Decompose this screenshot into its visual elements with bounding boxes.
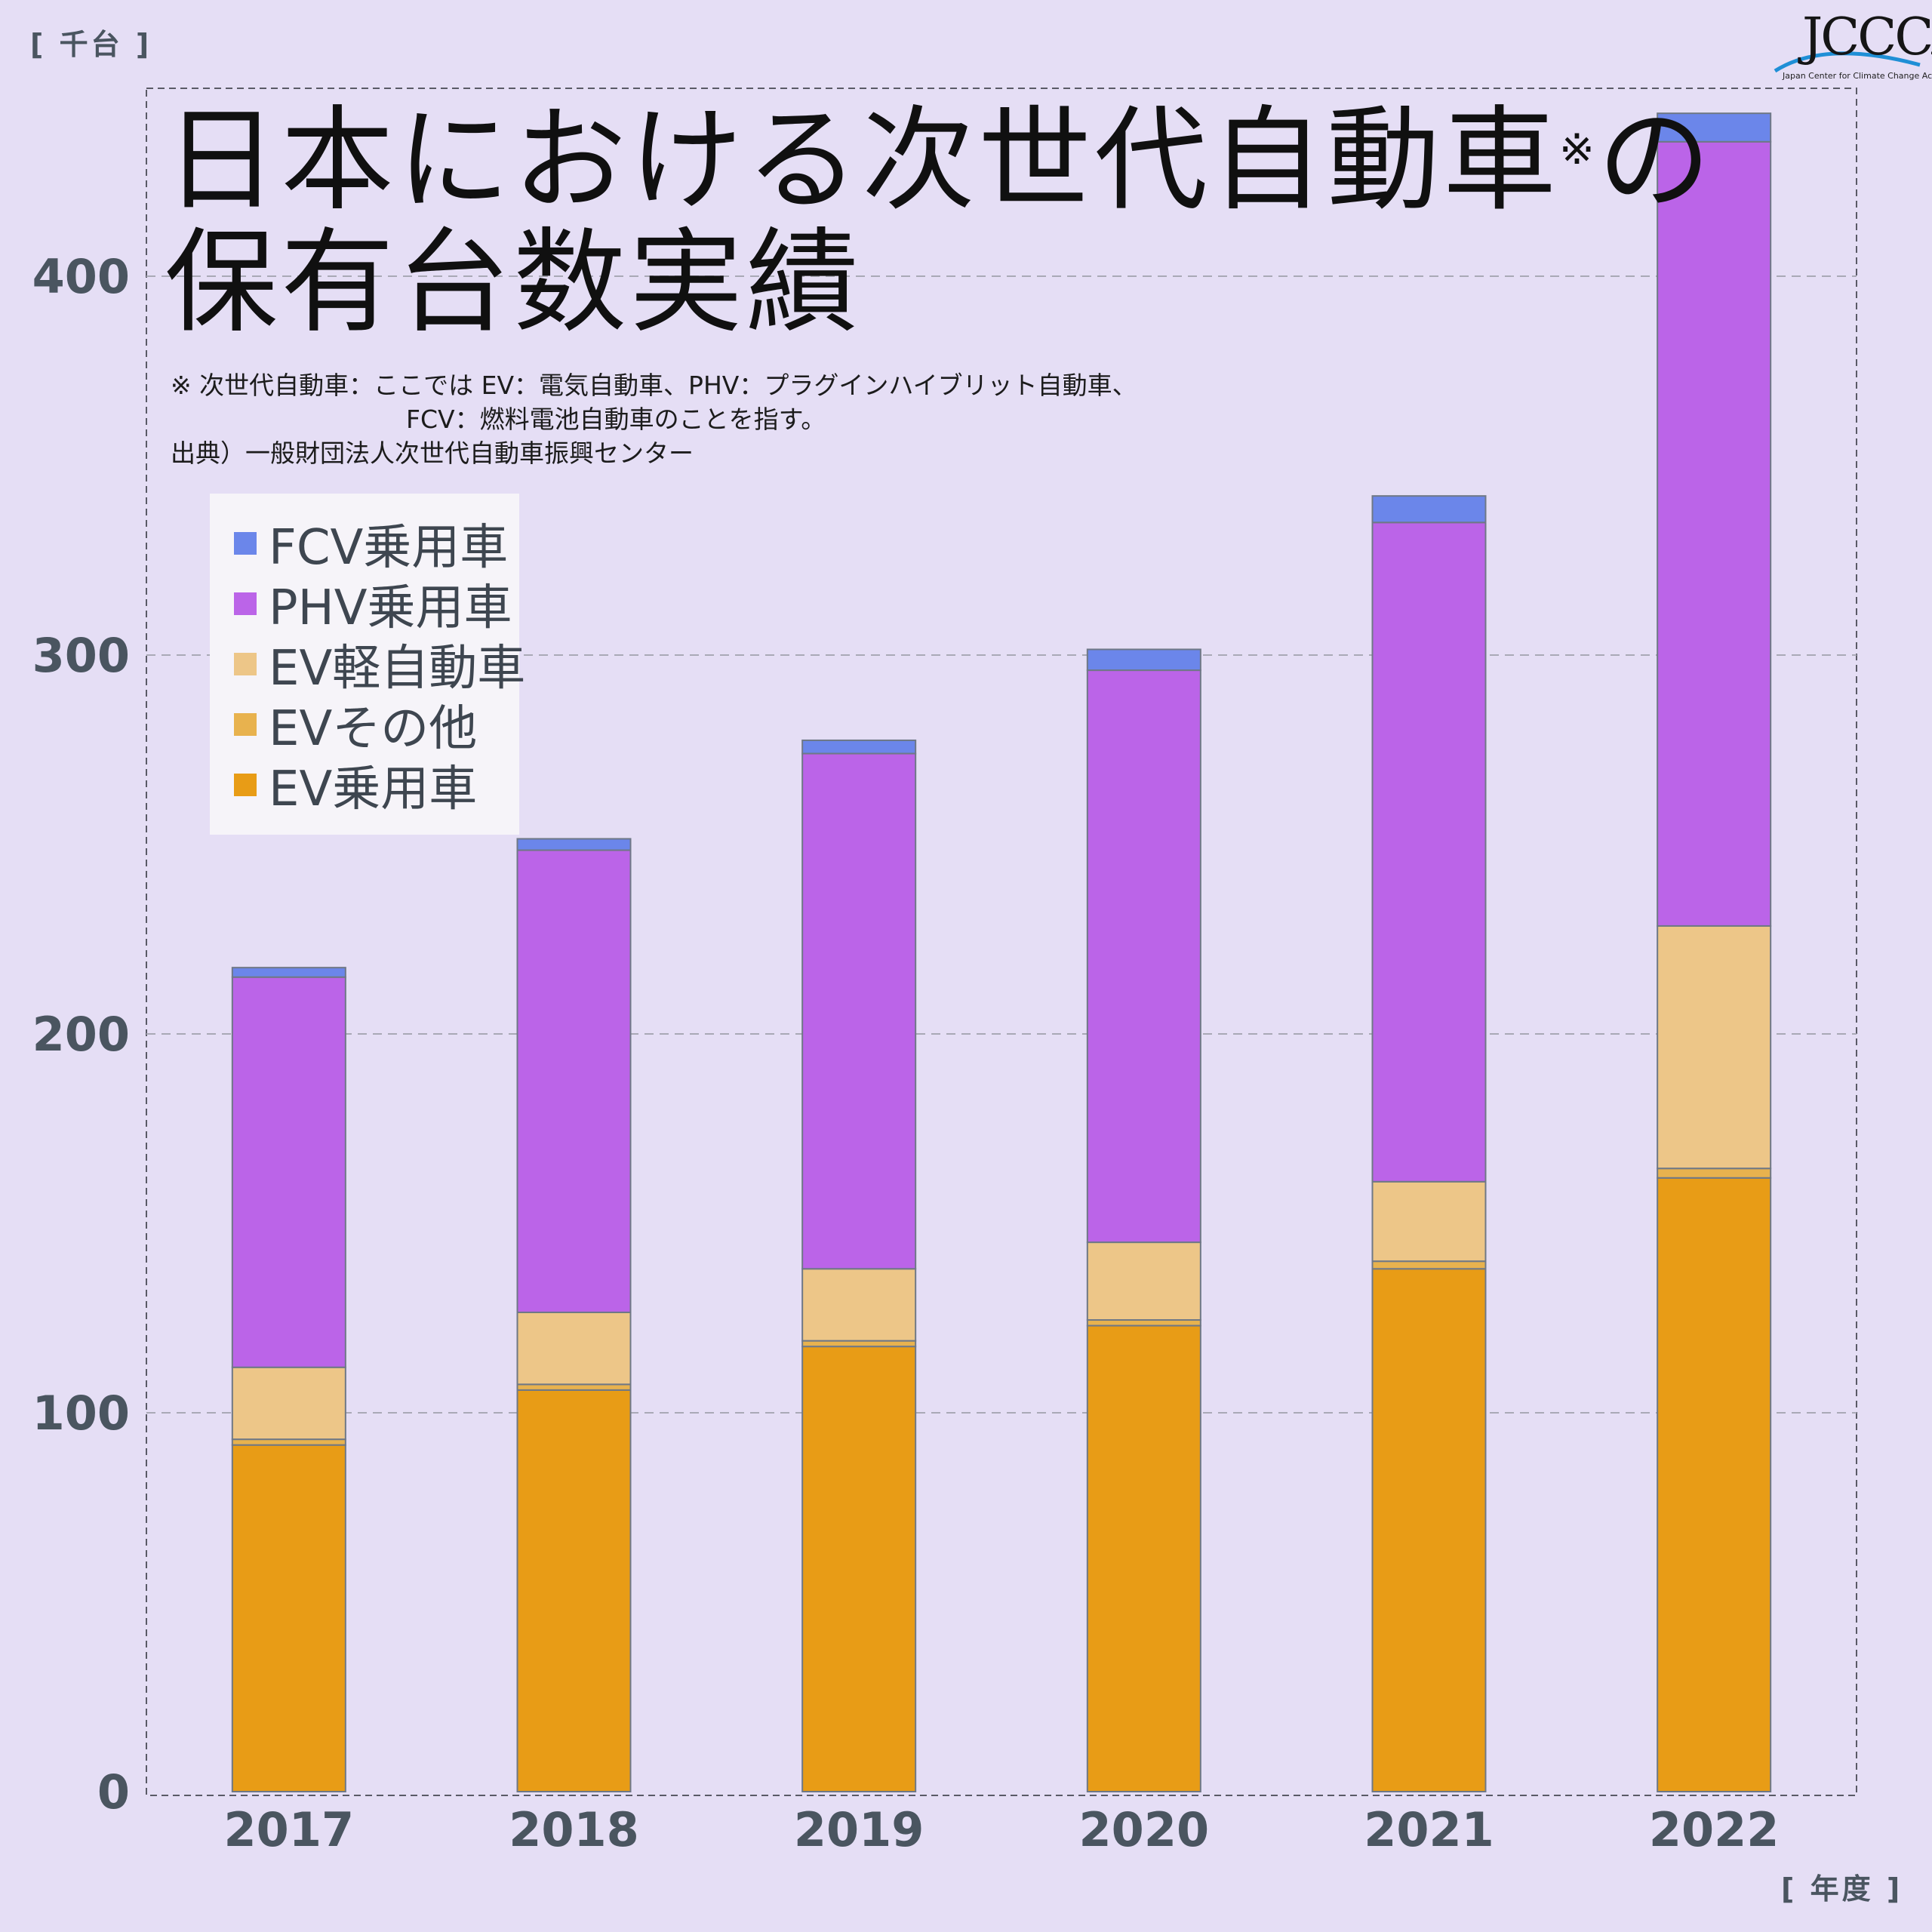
bar-segment-2022-EV乗用車 xyxy=(1657,1177,1772,1792)
bar-segment-2021-FCV乗用車 xyxy=(1371,495,1487,524)
x-tick-label-2020: 2020 xyxy=(1079,1802,1210,1857)
footnote-line-2: FCV：燃料電池自動車のことを指す。 xyxy=(406,405,826,434)
x-tick-label-2019: 2019 xyxy=(794,1802,924,1857)
legend-item-ev-kei: EV軽自動車 xyxy=(234,641,525,697)
jccca-logo: JCCCA Japan Center for Climate Change Ac… xyxy=(1772,6,1932,89)
bar-segment-2017-EV軽自動車 xyxy=(231,1366,346,1441)
y-tick-label: 300 xyxy=(32,628,130,683)
y-tick-label: 400 xyxy=(32,249,130,304)
bar-segment-2021-EV軽自動車 xyxy=(1371,1180,1487,1263)
title-footnote-mark: ※ xyxy=(1559,125,1598,174)
bar-segment-2022-PHV乗用車 xyxy=(1657,140,1772,927)
legend-item-fcv: FCV乗用車 xyxy=(234,520,508,576)
legend-swatch xyxy=(234,592,257,615)
source-line: 出典）一般財団法人次世代自動車振興センター xyxy=(171,438,694,468)
bar-segment-2018-FCV乗用車 xyxy=(516,838,632,851)
bar-segment-2018-EVその他 xyxy=(516,1383,632,1391)
footnote-line-1: ※ 次世代自動車：ここでは EV：電気自動車、PHV：プラグインハイブリット自動… xyxy=(171,371,1137,400)
bar-segment-2020-EV軽自動車 xyxy=(1086,1241,1201,1321)
bar-segment-2017-EVその他 xyxy=(231,1438,346,1446)
plot-frame xyxy=(146,88,1857,1796)
bar-segment-2021-EV乗用車 xyxy=(1371,1268,1487,1792)
bar-segment-2022-EVその他 xyxy=(1657,1168,1772,1179)
bar-segment-2018-EV乗用車 xyxy=(516,1389,632,1792)
legend-label: PHV乗用車 xyxy=(269,580,512,636)
bar-stacks xyxy=(231,112,1772,1793)
chart-title: 日本における次世代自動車※の 保有台数実績 xyxy=(165,100,1714,344)
bar-segment-2018-EV軽自動車 xyxy=(516,1311,632,1386)
title-line-2: 保有台数実績 xyxy=(165,217,863,349)
bar-segment-2020-EVその他 xyxy=(1086,1319,1201,1327)
x-axis-ticks: 2017 2018 2019 2020 2021 2022 xyxy=(224,1802,1780,1857)
bar-segment-2020-PHV乗用車 xyxy=(1086,669,1201,1244)
bar-segment-2017-FCV乗用車 xyxy=(231,967,346,978)
legend: FCV乗用車 PHV乗用車 EV軽自動車 EVその他 EV乗用車 xyxy=(210,494,525,835)
logo-text: JCCCA xyxy=(1802,8,1932,67)
y-tick-label: 0 xyxy=(97,1764,130,1820)
bar-segment-2021-EVその他 xyxy=(1371,1260,1487,1270)
bar-segment-2022-FCV乗用車 xyxy=(1657,112,1772,143)
x-tick-label-2017: 2017 xyxy=(224,1802,355,1857)
logo-swoosh-icon xyxy=(1774,51,1921,73)
y-axis-unit: [ 千台 ] xyxy=(30,28,152,61)
bar-segment-2019-PHV乗用車 xyxy=(801,752,917,1270)
title-line-1: 日本における次世代自動車※の xyxy=(165,100,1714,222)
x-axis-unit: [ 年度 ] xyxy=(1781,1872,1903,1906)
bar-segment-2018-PHV乗用車 xyxy=(516,849,632,1313)
y-axis-ticks: 0 100 200 300 400 xyxy=(32,249,130,1820)
title-text: 日本における次世代自動車 xyxy=(165,95,1560,226)
legend-swatch xyxy=(234,774,257,796)
bar-segment-2019-EV乗用車 xyxy=(801,1346,917,1792)
legend-item-phv: PHV乗用車 xyxy=(234,580,512,636)
bar-segment-2019-EVその他 xyxy=(801,1340,917,1348)
legend-label: EV乗用車 xyxy=(269,761,478,817)
legend-swatch xyxy=(234,713,257,736)
bar-segment-2020-EV乗用車 xyxy=(1086,1324,1201,1793)
bar-segment-2019-FCV乗用車 xyxy=(801,739,917,755)
bar-segment-2017-EV乗用車 xyxy=(231,1444,346,1793)
y-tick-label: 200 xyxy=(32,1007,130,1062)
bar-segment-2022-EV軽自動車 xyxy=(1657,924,1772,1170)
footnote: ※ 次世代自動車：ここでは EV：電気自動車、PHV：プラグインハイブリット自動… xyxy=(171,368,1137,470)
legend-label: EVその他 xyxy=(269,701,478,757)
legend-label: FCV乗用車 xyxy=(269,520,509,576)
legend-item-ev-other: EVその他 xyxy=(234,701,477,757)
gridlines xyxy=(146,275,1857,1414)
y-tick-label: 100 xyxy=(32,1386,130,1441)
bar-segment-2020-FCV乗用車 xyxy=(1086,648,1201,672)
bar-segment-2019-EV軽自動車 xyxy=(801,1268,917,1342)
legend-item-ev-passenger: EV乗用車 xyxy=(234,761,477,817)
title-text-end: の xyxy=(1597,95,1714,226)
legend-swatch xyxy=(234,653,257,675)
legend-label: EV軽自動車 xyxy=(269,641,526,697)
bar-segment-2021-PHV乗用車 xyxy=(1371,521,1487,1183)
legend-swatch xyxy=(234,532,257,555)
bar-segment-2017-PHV乗用車 xyxy=(231,976,346,1368)
logo-subtext: Japan Center for Climate Change Actions xyxy=(1783,71,1932,81)
x-tick-label-2021: 2021 xyxy=(1364,1802,1494,1857)
x-tick-label-2022: 2022 xyxy=(1649,1802,1780,1857)
x-tick-label-2018: 2018 xyxy=(509,1802,639,1857)
